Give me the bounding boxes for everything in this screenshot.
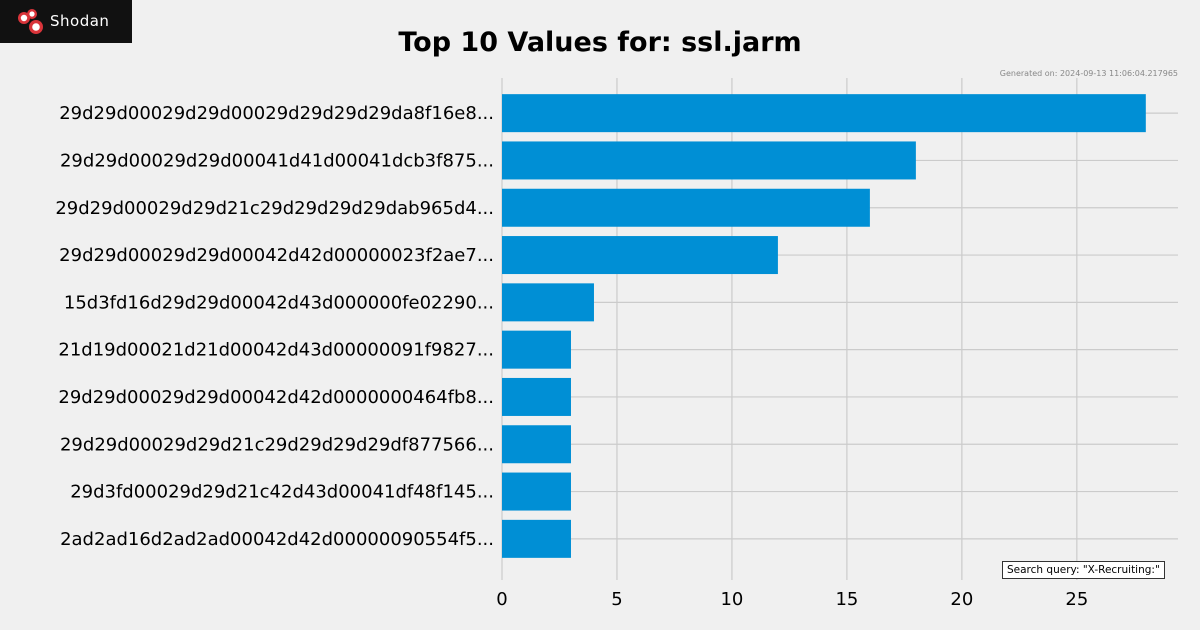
y-tick-label: 21d19d00021d21d00042d43d00000091f9827... bbox=[58, 340, 494, 361]
y-tick-label: 29d29d00029d29d00042d42d0000000464fb8... bbox=[58, 387, 494, 408]
bar bbox=[502, 141, 916, 180]
bar bbox=[502, 236, 778, 275]
generated-timestamp: Generated on: 2024-09-13 11:06:04.217965 bbox=[999, 69, 1178, 78]
y-tick-label: 29d29d00029d29d21c29d29d29d29df877566... bbox=[60, 434, 494, 455]
bar bbox=[502, 472, 571, 511]
bar bbox=[502, 94, 1146, 133]
bar bbox=[502, 188, 870, 227]
shodan-logo[interactable]: Shodan bbox=[0, 0, 132, 43]
y-tick-label: 29d29d00029d29d00041d41d00041dcb3f875... bbox=[60, 150, 494, 171]
x-tick-label: 25 bbox=[1065, 589, 1088, 610]
bar bbox=[502, 377, 571, 416]
x-tick-label: 20 bbox=[950, 589, 973, 610]
bar bbox=[502, 330, 571, 369]
y-tick-label: 29d29d00029d29d00029d29d29d29da8f16e8... bbox=[59, 103, 494, 124]
chart-title: Top 10 Values for: ssl.jarm bbox=[398, 27, 802, 58]
bar bbox=[502, 519, 571, 558]
bar bbox=[502, 283, 594, 322]
search-query-box: Search query: "X-Recruiting:" bbox=[1002, 561, 1165, 579]
x-tick-label: 15 bbox=[835, 589, 858, 610]
x-tick-label: 10 bbox=[720, 589, 743, 610]
x-tick-label: 5 bbox=[611, 589, 622, 610]
shodan-logo-icon: Shodan bbox=[18, 9, 109, 34]
y-tick-label: 29d29d00029d29d00042d42d00000023f2ae7... bbox=[59, 245, 494, 266]
y-tick-label: 2ad2ad16d2ad2ad00042d42d00000090554f5... bbox=[60, 529, 494, 550]
y-tick-label: 29d3fd00029d29d21c42d43d00041df48f145... bbox=[70, 482, 494, 503]
y-tick-label: 15d3fd16d29d29d00042d43d000000fe02290... bbox=[64, 292, 494, 313]
x-tick-label: 0 bbox=[496, 589, 507, 610]
shodan-logo-text: Shodan bbox=[50, 12, 109, 30]
bar bbox=[502, 425, 571, 464]
y-tick-label: 29d29d00029d29d21c29d29d29d29dab965d4... bbox=[55, 198, 494, 219]
